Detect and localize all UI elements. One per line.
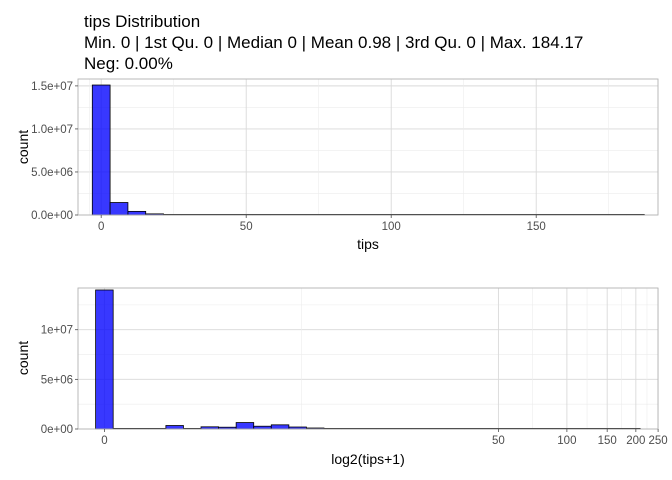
y-tick-label: 0e+00: [41, 424, 73, 436]
x-tick-label: 150: [527, 221, 546, 233]
histogram-bar: [95, 289, 114, 430]
y-tick-label: 1.5e+07: [31, 81, 73, 93]
negative-percentage: Neg: 0.00%: [84, 54, 173, 73]
summary-statistics: Min. 0 | 1st Qu. 0 | Median 0 | Mean 0.9…: [84, 33, 583, 52]
y-tick-label: 0.0e+00: [31, 210, 73, 222]
histogram-bar: [127, 210, 147, 216]
grid-lines: [78, 79, 658, 216]
y-tick-label: 5.0e+06: [31, 167, 73, 179]
histogram-bar: [235, 422, 255, 430]
histogram-bars: [95, 289, 641, 430]
y-tick-label: 1e+07: [41, 325, 73, 337]
panel-border: [77, 287, 659, 430]
x-tick-label: 0: [101, 435, 107, 447]
histogram-bar: [91, 84, 111, 216]
x-axis-ticks: 0 50 100 150: [98, 215, 546, 233]
x-axis-ticks: 0 50 100 150 200 250: [101, 429, 668, 447]
x-tick-label: 50: [240, 221, 253, 233]
y-axis-ticks: 0.0e+00 5.0e+06 1.0e+07 1.5e+07: [31, 81, 78, 222]
x-tick-label: 100: [557, 435, 576, 447]
histogram-bar: [165, 425, 184, 430]
x-tick-label: 0: [98, 221, 104, 233]
histogram-bars: [91, 84, 645, 216]
y-axis-ticks: 0e+00 5e+06 1e+07: [41, 325, 78, 436]
grid-lines: [78, 288, 659, 430]
x-axis-title: log2(tips+1): [331, 451, 405, 467]
y-axis-title: count: [15, 130, 31, 164]
histogram-panel-2: 0e+00 5e+06 1e+07 0 50 100 150 200 250 log2(tip…: [15, 287, 668, 467]
x-axis-title: tips: [357, 236, 379, 252]
chart-title: tips Distribution: [84, 12, 200, 31]
x-tick-label: 250: [649, 435, 668, 447]
histogram-panel-1: 0.0e+00 5.0e+06 1.0e+07 1.5e+07 0 50 100 150 t…: [15, 78, 659, 252]
y-axis-title: count: [15, 341, 31, 375]
x-tick-label: 100: [382, 221, 401, 233]
panel-border: [77, 78, 659, 216]
x-tick-label: 200: [626, 435, 645, 447]
x-tick-label: 50: [492, 435, 505, 447]
y-tick-label: 1.0e+07: [31, 124, 73, 136]
histogram-bar: [270, 424, 290, 430]
x-tick-label: 150: [598, 435, 617, 447]
histogram-bar: [109, 202, 129, 216]
y-tick-label: 5e+06: [41, 374, 73, 386]
